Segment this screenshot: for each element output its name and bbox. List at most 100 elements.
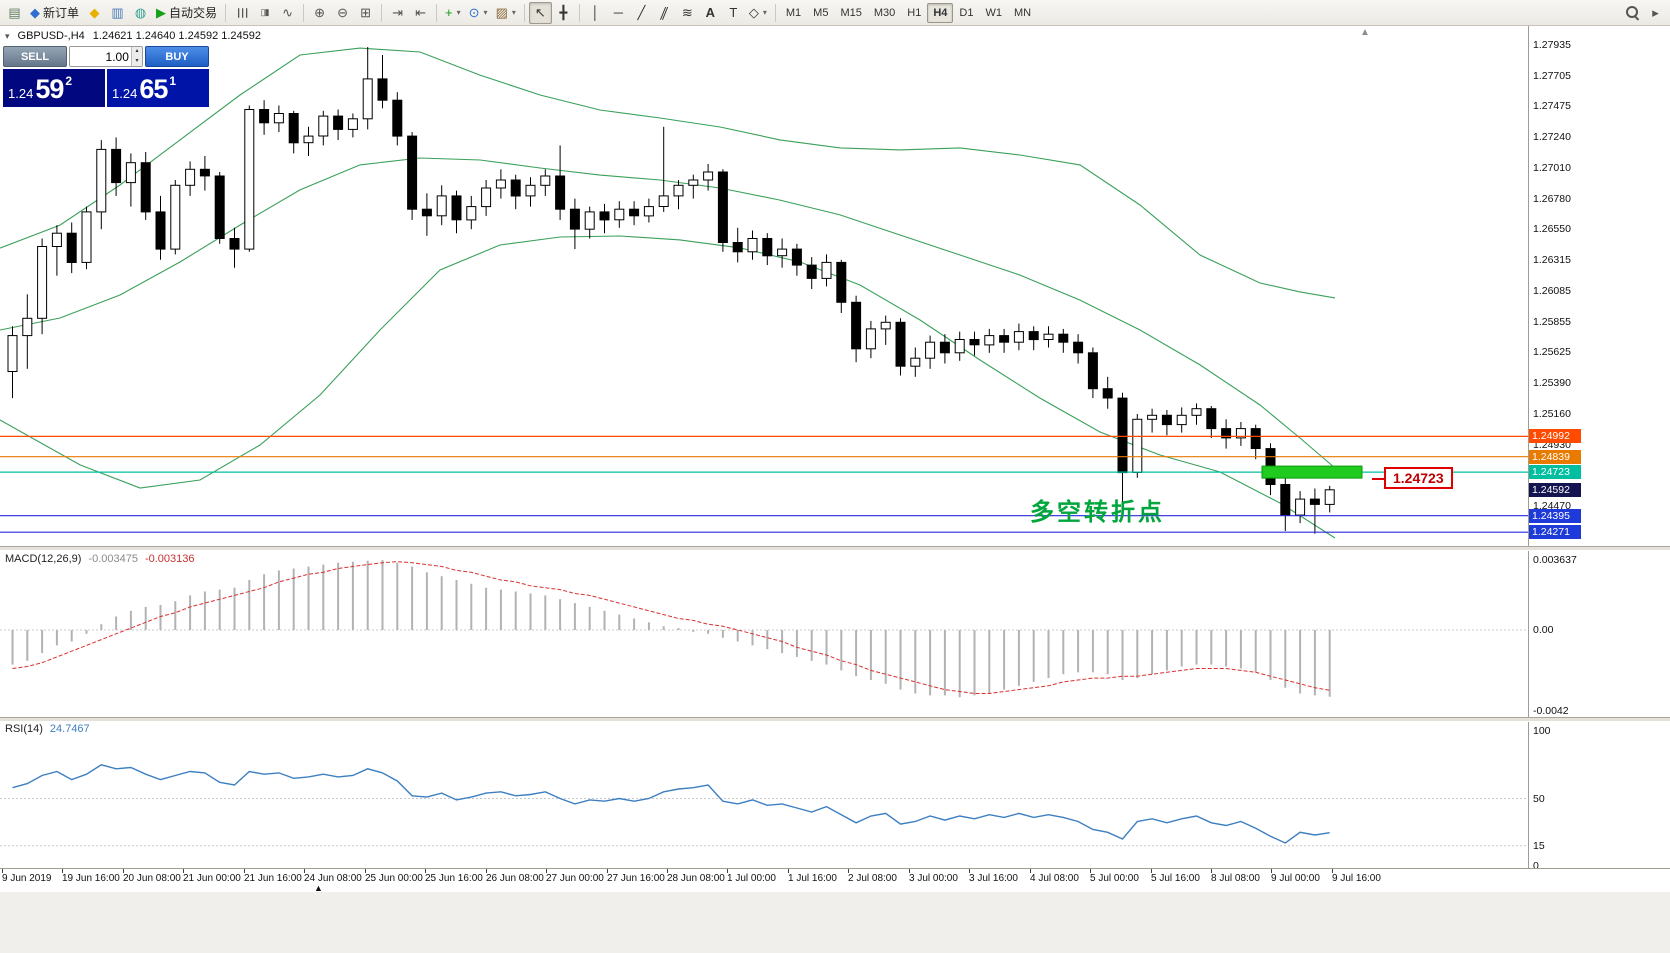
auto-scroll-button[interactable]: ⇥	[386, 2, 409, 24]
time-axis-label: 4 Jul 08:00	[1030, 873, 1079, 884]
toolbar-separator	[578, 3, 580, 22]
timeframe-h4-button[interactable]: H4	[927, 2, 954, 23]
dropdown-arrow-icon: ▾	[483, 8, 488, 17]
equidistant-channel-icon: ∥	[658, 4, 671, 20]
new-order-button[interactable]: ◆ 新订单	[26, 2, 83, 24]
search-button[interactable]	[1621, 2, 1644, 24]
zoom-in-button[interactable]: ⊕	[308, 2, 331, 24]
periods-icon: ⊙	[468, 4, 480, 20]
toolbar-separator	[774, 3, 776, 22]
cursor-button[interactable]: ↖	[528, 1, 552, 24]
candle-body	[1161, 414, 1172, 426]
toolbar-separator	[523, 3, 525, 22]
rsi-panel-divider[interactable]	[0, 717, 1670, 722]
crosshair-button[interactable]: ╋	[552, 2, 575, 24]
time-axis-tick	[183, 869, 184, 873]
volume-down-button[interactable]: ▾	[131, 56, 142, 66]
macd-label: MACD(12,26,9)	[5, 553, 82, 565]
toolbar: ▤ ◆ 新订单 ◆ ▥ ◍ ▶ 自动交易 ☰ ▯▮ ∿ ⊕ ⊖ ⊞ ⇥ ⇤ + ▾ ⊙ ▾ ▨ ▾ ↖ ╋ │ ─ ╱ ∥ ≋ A T ◇ ▾ M…	[0, 0, 1670, 26]
time-axis-label: 2 Jul 08:00	[848, 873, 897, 884]
pointer-button[interactable]: ▸	[1644, 2, 1667, 24]
mql-community-button[interactable]: ◆	[83, 2, 106, 24]
periods-button[interactable]: ⊙ ▾	[465, 2, 492, 24]
profiles-button[interactable]: ▥	[106, 2, 129, 24]
candle-body	[525, 184, 536, 197]
candle-body	[362, 78, 373, 120]
time-axis-tick	[969, 869, 970, 873]
autotrading-button[interactable]: ▶ 自动交易	[152, 2, 221, 24]
timeframe-m1-button[interactable]: M1	[780, 3, 807, 23]
time-axis-tick	[1271, 869, 1272, 873]
sell-price[interactable]: 1.24 59 2	[3, 69, 105, 107]
text-button[interactable]: A	[699, 2, 722, 24]
chart-shift-marker-icon[interactable]: ▲	[1360, 27, 1370, 38]
buy-button[interactable]: BUY	[145, 46, 209, 67]
new-chart-button[interactable]: ▤	[3, 2, 26, 24]
templates-button[interactable]: ▨ ▾	[492, 2, 520, 24]
timeframe-h1-button[interactable]: H1	[901, 3, 927, 23]
price-axis-label: 1.25625	[1533, 346, 1571, 359]
candle-body	[910, 357, 921, 367]
timeframe-m15-button[interactable]: M15	[834, 3, 867, 23]
label-icon: T	[729, 5, 738, 20]
rsi-line	[12, 764, 1330, 844]
candle-body	[1324, 489, 1335, 505]
price-axis-label: 1.26780	[1533, 192, 1571, 205]
volume-input[interactable]	[70, 47, 131, 66]
label-button[interactable]: T	[722, 2, 745, 24]
time-axis-label: 27 Jun 16:00	[607, 873, 665, 884]
shapes-button[interactable]: ◇ ▾	[745, 2, 771, 24]
sell-button[interactable]: SELL	[3, 46, 67, 67]
macd-signal-line	[12, 561, 1330, 694]
vertical-line-button[interactable]: │	[584, 2, 607, 24]
time-axis-marker: ▲	[314, 883, 323, 893]
timeframe-d1-button[interactable]: D1	[953, 3, 979, 23]
dropdown-arrow-icon: ▾	[511, 8, 516, 17]
trendline-button[interactable]: ╱	[630, 2, 653, 24]
volume-up-button[interactable]: ▴	[131, 47, 142, 57]
candle-body	[303, 135, 314, 144]
price-axis-label: 1.26550	[1533, 223, 1571, 236]
tile-windows-button[interactable]: ⊞	[354, 2, 377, 24]
add-indicator-button[interactable]: + ▾	[441, 2, 465, 24]
candle-body	[1221, 428, 1232, 439]
data-window-button[interactable]: ◍	[129, 2, 152, 24]
chart-shift-button[interactable]: ⇤	[409, 2, 432, 24]
volume-spinner: ▴ ▾	[130, 47, 142, 66]
fibonacci-button[interactable]: ≋	[676, 2, 699, 24]
price-axis-label: 1.26315	[1533, 254, 1571, 267]
candle-body	[999, 335, 1010, 343]
timeframe-m5-button[interactable]: M5	[807, 3, 834, 23]
highlight-box-object[interactable]	[1261, 465, 1363, 479]
zoom-in-icon: ⊕	[314, 4, 325, 20]
fibonacci-icon: ≋	[681, 4, 693, 20]
new-order-icon: ◆	[30, 4, 40, 20]
candle-body	[1043, 333, 1054, 341]
macd-signal-value: -0.003136	[144, 553, 195, 565]
timeframe-w1-button[interactable]: W1	[979, 3, 1008, 23]
one-click-collapse-button[interactable]: ▾	[5, 30, 10, 41]
rsi-axis-label: 100	[1533, 725, 1551, 737]
cursor-icon: ↖	[534, 4, 546, 20]
timeframe-m30-button[interactable]: M30	[868, 3, 901, 23]
price-axis-label: 1.25160	[1533, 408, 1571, 420]
price-axis-label: 1.27240	[1533, 131, 1571, 144]
rsi-header: RSI(14) 24.7467	[5, 723, 90, 735]
buy-price[interactable]: 1.24 65 1	[107, 69, 209, 107]
bar-chart-button[interactable]: ☰	[230, 2, 253, 24]
macd-panel-divider[interactable]	[0, 546, 1670, 551]
time-axis-label: 9 Jun 2019	[2, 873, 52, 884]
horizontal-line-button[interactable]: ─	[607, 2, 630, 24]
price-axis-label: 1.27010	[1533, 162, 1571, 174]
zoom-out-button[interactable]: ⊖	[331, 2, 354, 24]
timeframe-mn-button[interactable]: MN	[1008, 3, 1037, 23]
price-badge: 1.24839	[1529, 449, 1581, 464]
zoom-out-icon: ⊖	[337, 4, 348, 20]
candle-body	[392, 99, 403, 137]
candlestick-chart-button[interactable]: ▯▮	[253, 2, 276, 24]
shapes-icon: ◇	[748, 4, 759, 20]
line-chart-button[interactable]: ∿	[276, 2, 299, 24]
equidistant-channel-button[interactable]: ∥	[653, 2, 676, 24]
volume-stepper[interactable]: ▴ ▾	[69, 46, 143, 67]
